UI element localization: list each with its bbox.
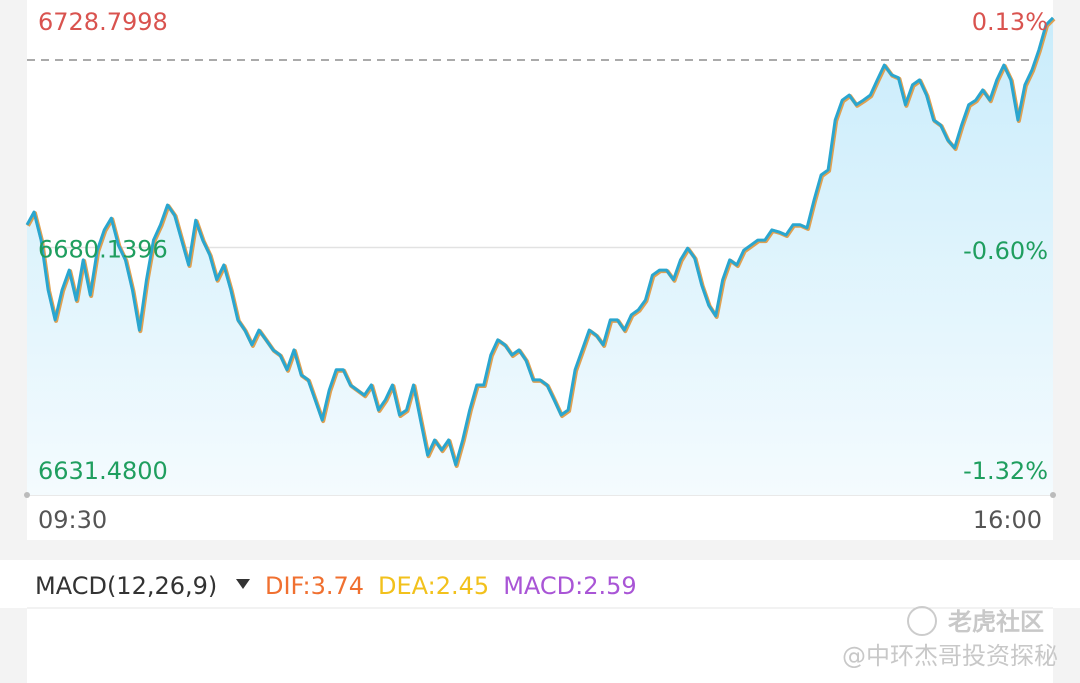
plot: 6631.4800 6680.1396 6728.7998 -1.32% -0.60% 0… xyxy=(24,8,1056,534)
area-fill xyxy=(27,17,1053,496)
y-tick-label: 6680.1396 xyxy=(38,236,168,264)
macd-indicators: DIF:3.74 DEA:2.45 MACD:2.59 xyxy=(265,572,637,600)
axis-end-dot xyxy=(24,492,30,498)
macd-indicator: MACD:2.59 xyxy=(503,572,636,600)
watermark-author: @中环杰哥投资探秘 xyxy=(842,642,1058,670)
y-tick-label: 6631.4800 xyxy=(38,457,168,485)
watermark-brand: 老虎社区 xyxy=(948,608,1044,636)
price-line xyxy=(25,16,1055,467)
macd-title: MACD(12,26,9) xyxy=(35,572,217,600)
y2-tick-label: 0.13% xyxy=(972,8,1048,36)
x-tick-label: 16:00 xyxy=(973,506,1042,534)
y2-tick-label: -1.32% xyxy=(963,457,1048,485)
macd-indicator: DEA:2.45 xyxy=(378,572,489,600)
y2-tick-label: -0.60% xyxy=(963,237,1048,265)
axis-end-dot xyxy=(1050,492,1056,498)
x-tick-label: 09:30 xyxy=(38,506,107,534)
macd-header-bar xyxy=(0,560,1080,608)
y-tick-label: 6728.7998 xyxy=(38,8,168,36)
macd-indicator: DIF:3.74 xyxy=(265,572,364,600)
macd-panel xyxy=(27,608,1053,683)
watermark-logo xyxy=(907,606,937,636)
dropdown-arrow[interactable] xyxy=(236,579,250,589)
